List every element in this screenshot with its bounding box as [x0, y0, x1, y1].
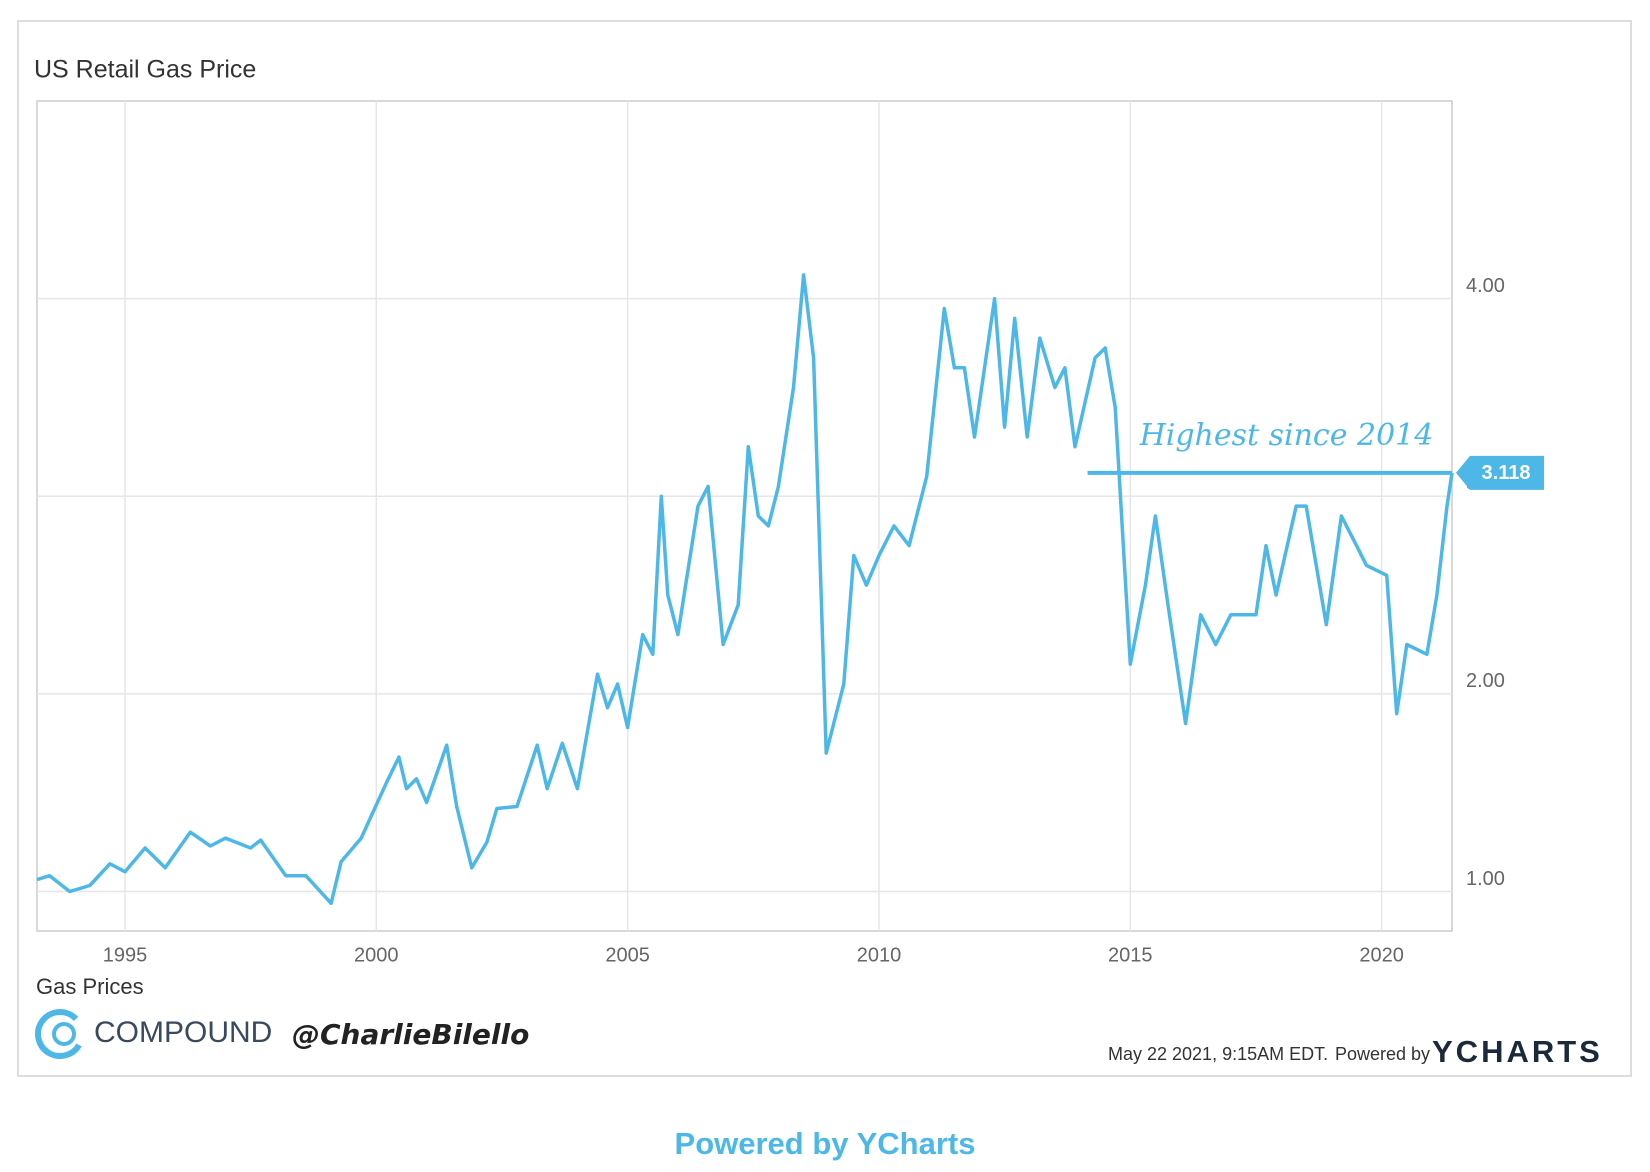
x-tick-label: 2020: [1359, 944, 1404, 966]
powered-by: Powered by: [1335, 1044, 1430, 1064]
x-tick-label: 1995: [103, 944, 148, 966]
card: [17, 20, 1632, 1077]
footer-link[interactable]: Powered by YCharts: [675, 1126, 976, 1161]
chart-title: US Retail Gas Price: [34, 56, 256, 84]
y-tick-label: 1.00: [1466, 868, 1505, 890]
logo-text: COMPOUND: [94, 1016, 272, 1049]
logo-icon: [35, 1009, 85, 1059]
value-badge: [1456, 455, 1544, 490]
plot: [36, 101, 1454, 931]
x-tick-label: 2015: [1108, 944, 1153, 966]
y-tick-label: 4.00: [1466, 275, 1505, 297]
timestamp: May 22 2021, 9:15AM EDT.: [1108, 1044, 1328, 1064]
brand: YCHARTS: [1432, 1034, 1603, 1069]
x-tick-label: 2010: [857, 944, 902, 966]
plot-frame: [36, 100, 1453, 932]
handle: @CharlieBilello: [292, 1018, 529, 1051]
legend-label: Gas Prices: [36, 974, 144, 999]
y-tick-label: 2.00: [1466, 670, 1505, 692]
annotation: Highest since 2014: [1139, 418, 1434, 453]
x-tick-label: 2000: [354, 944, 399, 966]
x-tick-label: 2005: [605, 944, 650, 966]
price-line: [36, 273, 1454, 906]
value-label: 3.118: [1482, 462, 1531, 484]
